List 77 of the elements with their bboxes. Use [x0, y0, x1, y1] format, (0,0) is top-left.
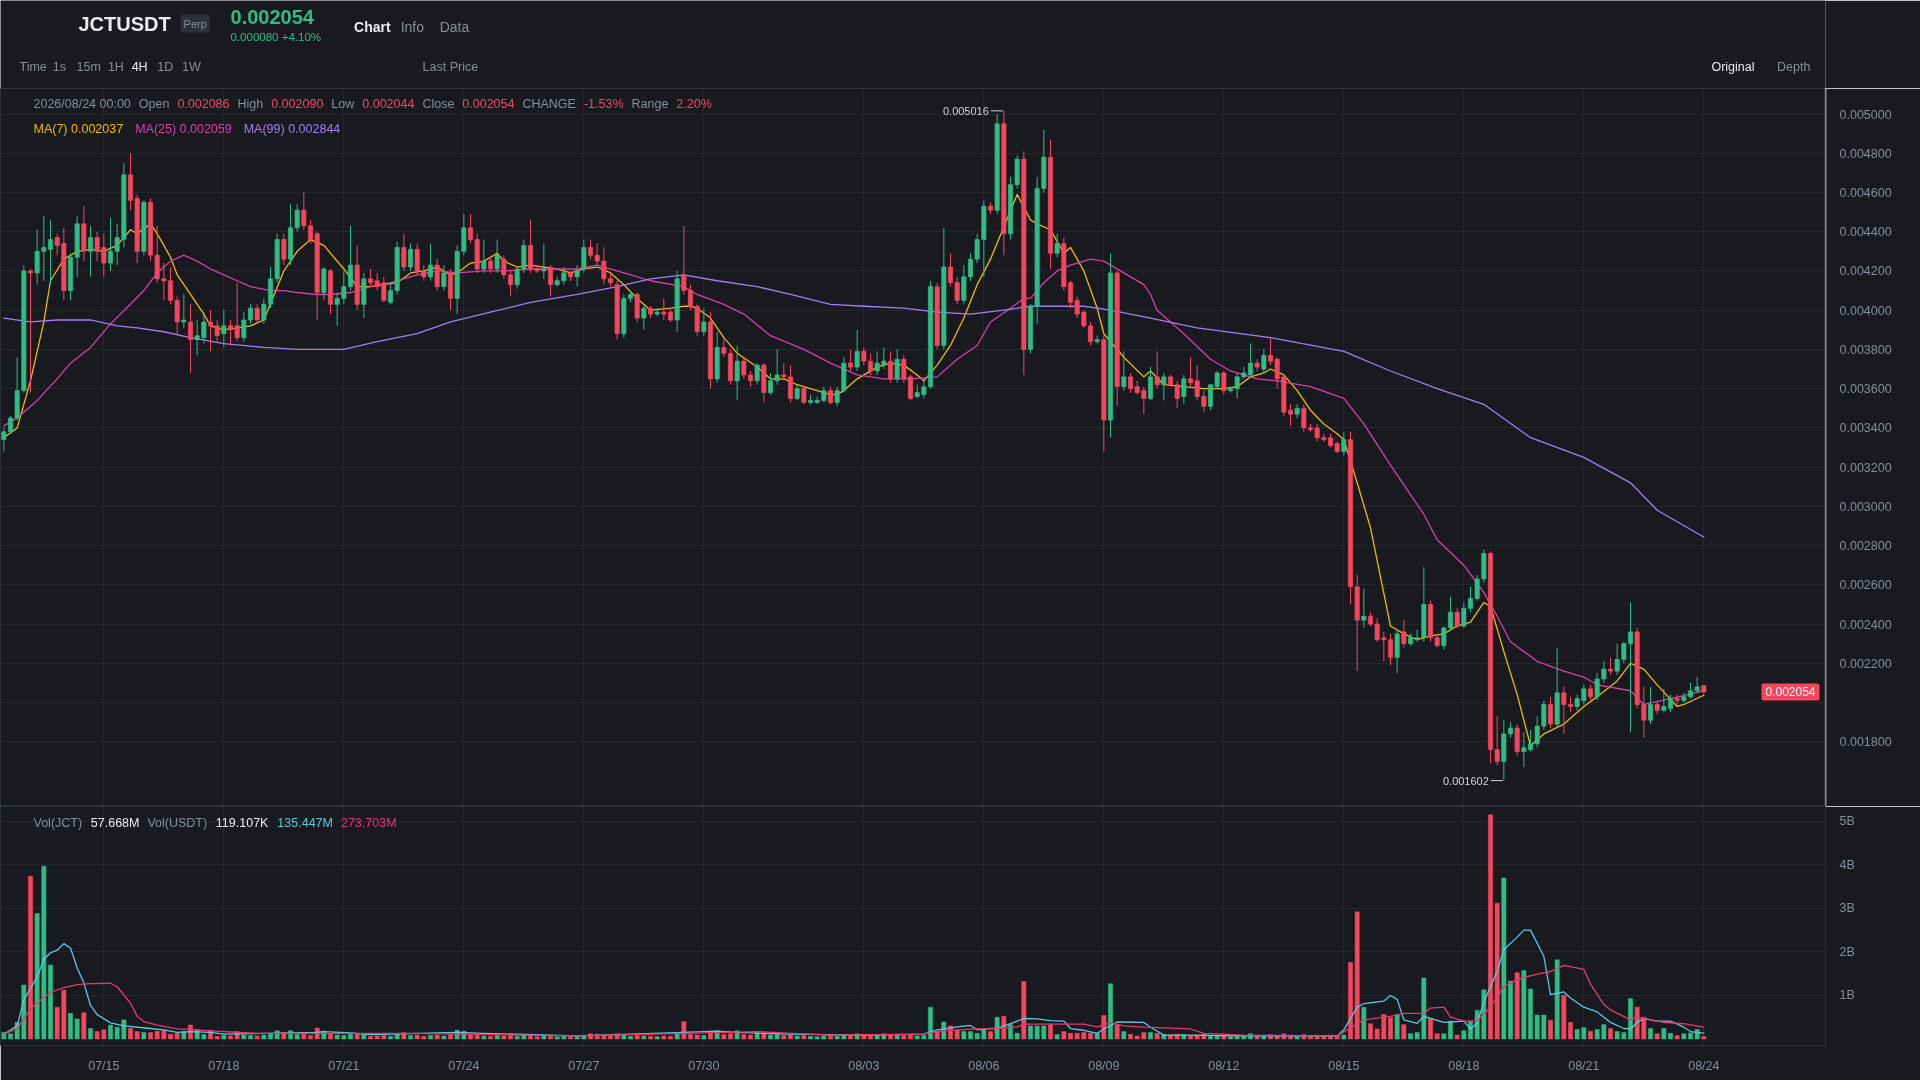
text: 0.000080 +4.10% — [230, 30, 322, 43]
text: 1D — [157, 59, 174, 74]
annotation: 2026/08/24 00:00 — [33, 96, 131, 111]
y-tick-label: 2B — [1839, 944, 1855, 959]
x-tick-label: 07/21 — [328, 1058, 360, 1073]
annotation: 0.005016 — [942, 104, 989, 117]
y-tick-label: 1B — [1839, 988, 1855, 1003]
y-tick-label: 0.002400 — [1839, 617, 1892, 632]
text: Data — [439, 18, 470, 35]
text: MA(99) 0.002844 — [243, 122, 341, 137]
y-tick-label: 0.003200 — [1839, 460, 1892, 475]
annotation: Low — [331, 96, 356, 111]
y-tick-label: 0.002800 — [1839, 539, 1892, 554]
y-tick-label: 0.003800 — [1839, 342, 1892, 357]
x-tick-label: 07/30 — [688, 1058, 720, 1073]
annotation: 119.107K — [215, 815, 270, 830]
annotation: -1.53% — [583, 96, 624, 111]
x-tick-label: 07/18 — [208, 1058, 240, 1073]
y-tick-label: 0.004800 — [1839, 146, 1892, 161]
x-tick-label: 07/15 — [88, 1058, 120, 1073]
y-tick-label: 0.001800 — [1839, 735, 1892, 750]
x-tick-label: 08/24 — [1688, 1058, 1720, 1073]
y-tick-label: 0.004000 — [1839, 303, 1892, 318]
annotation: Range — [631, 96, 669, 111]
text: 15m — [76, 59, 101, 74]
y-tick-label: 4B — [1839, 857, 1855, 872]
x-tick-label: 08/12 — [1208, 1058, 1240, 1073]
x-tick-label: 08/21 — [1568, 1058, 1600, 1073]
x-tick-label: 08/09 — [1088, 1058, 1120, 1073]
text: 0.002054 — [230, 5, 315, 28]
annotation: Vol(JCT) — [33, 815, 83, 830]
y-tick-label: 0.004600 — [1839, 185, 1892, 200]
y-tick-label: 0.002600 — [1839, 578, 1892, 593]
y-tick-label: 5B — [1839, 814, 1855, 829]
text: Chart — [354, 18, 391, 35]
text: JCTUSDT — [78, 12, 171, 35]
text: 273.703M — [340, 815, 397, 830]
annotation: Close — [422, 96, 455, 111]
annotation: Vol(USDT) — [147, 815, 208, 830]
annotation: 0.002090 — [271, 97, 324, 111]
y-tick-label: 0.003000 — [1839, 499, 1892, 514]
y-tick-label: 0.002200 — [1839, 656, 1892, 671]
text: Perp — [183, 17, 207, 30]
text: 1W — [182, 59, 201, 74]
annotation: 0.002054 — [462, 97, 515, 111]
y-tick-label: 0.003600 — [1839, 382, 1892, 397]
text: MA(25) 0.002059 — [135, 122, 232, 137]
y-tick-label: 0.004200 — [1839, 264, 1892, 279]
x-tick-label: 08/18 — [1448, 1058, 1480, 1073]
annotation: 0.001602 — [1442, 774, 1489, 787]
annotation: 0.002044 — [362, 97, 415, 111]
x-tick-label: 07/24 — [448, 1058, 480, 1073]
text: Depth — [1777, 59, 1811, 74]
annotation: Open — [138, 96, 170, 111]
text: 135.447M — [277, 815, 333, 830]
y-tick-label: 0.003400 — [1839, 421, 1892, 436]
text: Time — [19, 59, 47, 74]
y-tick-label: 0.005000 — [1839, 107, 1892, 122]
y-tick-label: 3B — [1839, 901, 1855, 916]
text: Original — [1711, 59, 1755, 74]
annotation: 0.002054 — [1765, 685, 1816, 700]
annotation: 57.668M — [90, 815, 140, 830]
annotation: CHANGE — [522, 96, 576, 111]
y-tick-label: 0.004400 — [1839, 225, 1892, 240]
text: 1H — [107, 59, 124, 74]
text: MA(7) 0.002037 — [33, 122, 124, 137]
annotation: 2.20% — [676, 96, 712, 111]
text: Info — [400, 18, 425, 35]
x-tick-label: 07/27 — [568, 1058, 600, 1073]
x-tick-label: 08/06 — [968, 1058, 1000, 1073]
text: 1s — [52, 59, 66, 74]
x-tick-label: 08/15 — [1328, 1058, 1360, 1073]
annotation: 0.002086 — [177, 97, 230, 111]
text: Last Price — [422, 59, 479, 74]
text: 4H — [131, 59, 148, 74]
x-tick-label: 08/03 — [848, 1058, 880, 1073]
annotation: High — [237, 96, 264, 111]
